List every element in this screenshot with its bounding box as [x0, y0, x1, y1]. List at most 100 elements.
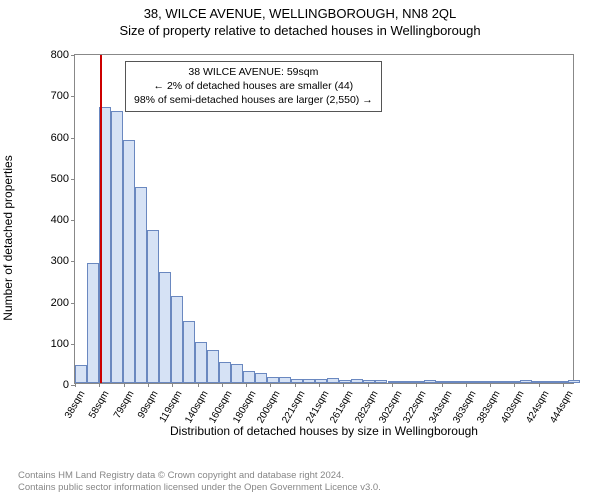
chart-container: Number of detached properties 0100200300…: [38, 46, 582, 430]
x-tick-label: 99sqm: [136, 389, 161, 420]
histogram-bar: [207, 350, 219, 383]
x-tick-mark: [490, 383, 491, 387]
x-tick-mark: [99, 383, 100, 387]
subject-marker-line: [100, 55, 102, 383]
histogram-bar: [147, 230, 159, 383]
x-tick-mark: [148, 383, 149, 387]
histogram-bar: [568, 380, 580, 383]
x-tick-mark: [172, 383, 173, 387]
histogram-bar: [183, 321, 195, 383]
x-tick-mark: [222, 383, 223, 387]
histogram-bar: [484, 381, 496, 383]
x-tick-mark: [514, 383, 515, 387]
x-tick-mark: [75, 383, 76, 387]
histogram-bar: [327, 378, 339, 383]
x-tick-label: 58sqm: [87, 389, 112, 420]
histogram-bar: [472, 381, 484, 383]
histogram-bar: [351, 379, 363, 383]
y-tick-mark: [71, 55, 75, 56]
y-tick-mark: [71, 220, 75, 221]
x-tick-label: 200sqm: [255, 389, 282, 425]
x-tick-mark: [295, 383, 296, 387]
x-tick-label: 140sqm: [183, 389, 210, 425]
histogram-bar: [375, 380, 387, 383]
footer-line2: Contains public sector information licen…: [18, 482, 381, 494]
annotation-line2: ← 2% of detached houses are smaller (44): [134, 79, 373, 93]
footer-credit: Contains HM Land Registry data © Crown c…: [18, 470, 381, 494]
histogram-bar: [195, 342, 207, 383]
histogram-bar: [315, 379, 327, 383]
x-tick-mark: [246, 383, 247, 387]
histogram-bar: [448, 381, 460, 383]
y-tick-mark: [71, 303, 75, 304]
histogram-bar: [219, 362, 231, 383]
x-tick-label: 79sqm: [112, 389, 137, 420]
plot-area: 010020030040050060070080038sqm58sqm79sqm…: [74, 54, 574, 384]
histogram-bar: [363, 380, 375, 383]
x-tick-mark: [124, 383, 125, 387]
histogram-bar: [520, 380, 532, 383]
histogram-bar: [436, 381, 448, 383]
x-tick-label: 403sqm: [499, 389, 526, 425]
annotation-box: 38 WILCE AVENUE: 59sqm ← 2% of detached …: [125, 61, 382, 112]
footer-line1: Contains HM Land Registry data © Crown c…: [18, 470, 381, 482]
x-tick-label: 343sqm: [427, 389, 454, 425]
x-tick-mark: [198, 383, 199, 387]
histogram-bar: [412, 381, 424, 383]
histogram-bar: [279, 377, 291, 383]
x-tick-label: 119sqm: [158, 389, 185, 425]
histogram-bar: [171, 296, 183, 383]
histogram-bar: [231, 364, 243, 383]
annotation-line1: 38 WILCE AVENUE: 59sqm: [134, 65, 373, 79]
histogram-bar: [424, 380, 436, 383]
x-tick-label: 322sqm: [402, 389, 429, 425]
histogram-bar: [556, 381, 568, 383]
y-tick-mark: [71, 261, 75, 262]
histogram-bar: [75, 365, 87, 383]
x-tick-mark: [466, 383, 467, 387]
histogram-bar: [388, 381, 400, 383]
y-tick-mark: [71, 344, 75, 345]
x-tick-mark: [442, 383, 443, 387]
x-tick-label: 261sqm: [328, 389, 355, 425]
histogram-bar: [496, 381, 508, 383]
histogram-bar: [267, 377, 279, 383]
chart-title-block: 38, WILCE AVENUE, WELLINGBOROUGH, NN8 2Q…: [0, 0, 600, 40]
x-tick-mark: [539, 383, 540, 387]
x-tick-mark: [319, 383, 320, 387]
annotation-line3: 98% of semi-detached houses are larger (…: [134, 93, 373, 107]
y-axis-label: Number of detached properties: [1, 155, 15, 320]
chart-title-subtitle: Size of property relative to detached ho…: [10, 23, 590, 38]
histogram-bar: [159, 272, 171, 383]
histogram-bar: [544, 381, 556, 383]
x-tick-label: 444sqm: [548, 389, 575, 425]
y-tick-mark: [71, 96, 75, 97]
x-tick-mark: [563, 383, 564, 387]
chart-title-address: 38, WILCE AVENUE, WELLINGBOROUGH, NN8 2Q…: [10, 6, 590, 21]
x-tick-mark: [270, 383, 271, 387]
x-tick-label: 160sqm: [207, 389, 234, 425]
histogram-bar: [400, 381, 412, 383]
y-tick-mark: [71, 138, 75, 139]
histogram-bar: [339, 380, 351, 383]
histogram-bar: [303, 379, 315, 383]
histogram-bar: [508, 381, 520, 383]
x-axis-label: Distribution of detached houses by size …: [74, 424, 574, 468]
x-tick-mark: [368, 383, 369, 387]
histogram-bar: [460, 381, 472, 383]
histogram-bar: [123, 140, 135, 383]
x-tick-mark: [416, 383, 417, 387]
histogram-bar: [532, 381, 544, 383]
histogram-bar: [255, 373, 267, 383]
histogram-bar: [111, 111, 123, 383]
histogram-bar: [87, 263, 99, 383]
histogram-bar: [243, 371, 255, 383]
x-tick-label: 363sqm: [451, 389, 478, 425]
x-tick-mark: [343, 383, 344, 387]
x-tick-label: 383sqm: [475, 389, 502, 425]
histogram-bar: [135, 187, 147, 383]
x-tick-mark: [392, 383, 393, 387]
y-tick-mark: [71, 179, 75, 180]
histogram-bar: [291, 379, 303, 383]
x-tick-label: 180sqm: [231, 389, 258, 425]
